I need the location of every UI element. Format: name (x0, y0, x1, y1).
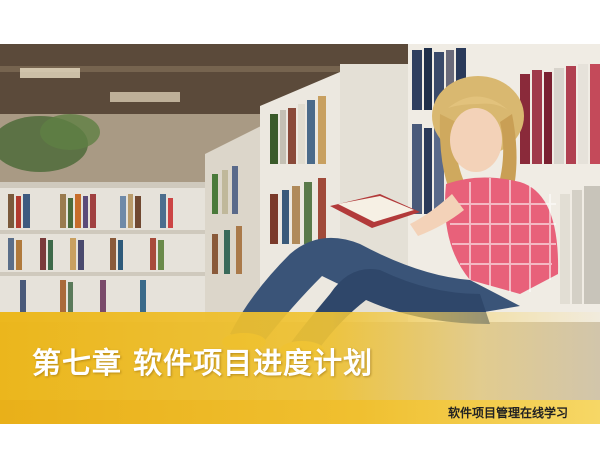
title-band (0, 312, 600, 400)
footer-label: 软件项目管理在线学习 (447, 406, 568, 420)
bottom-strip (0, 400, 600, 424)
slide-title: 第七章 软件项目进度计划 (32, 346, 374, 380)
